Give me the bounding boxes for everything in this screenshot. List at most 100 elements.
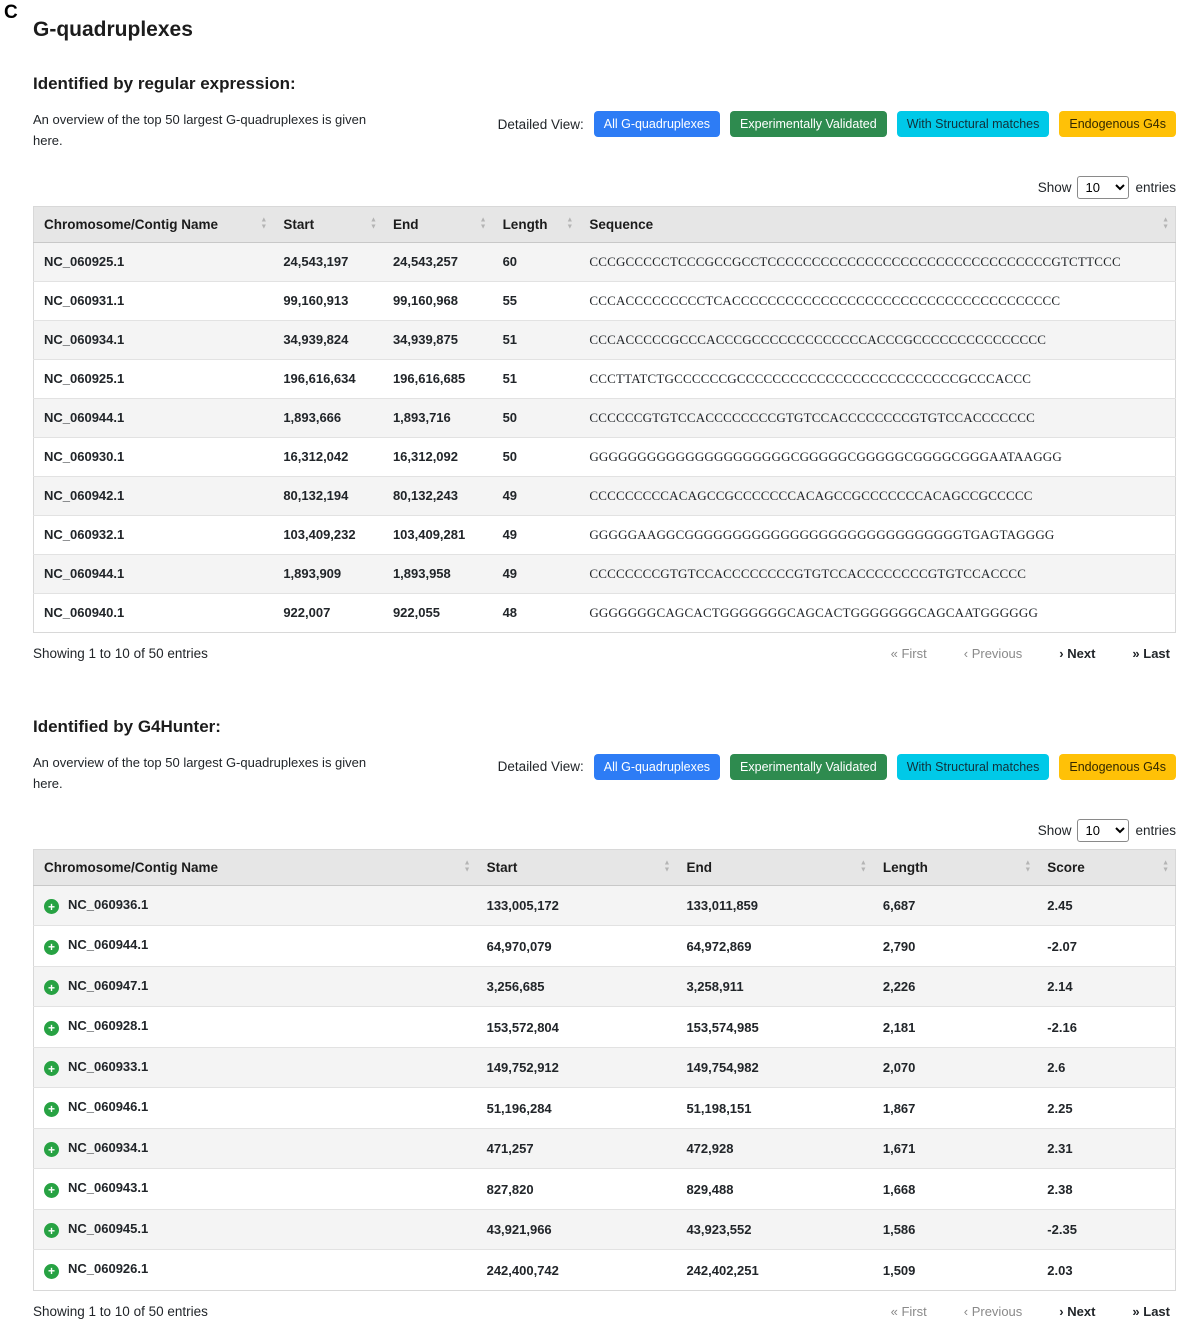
cell-chromosome-contig-name: NC_060930.1: [33, 436, 274, 477]
cell-end: 153,574,985: [676, 1006, 873, 1048]
cell-length: 1,671: [872, 1127, 1038, 1169]
cell-chromosome-contig-name: + NC_060945.1: [33, 1208, 477, 1250]
table-footer: Showing 1 to 10 of 50 entries « First ‹ P…: [33, 646, 1176, 661]
column-header-end[interactable]: End ▲ ▼: [676, 849, 873, 886]
detail-view-button-endogenous-g4s[interactable]: Endogenous G4s: [1059, 111, 1176, 137]
section-head-row: An overview of the top 50 largest G-quad…: [33, 752, 1176, 795]
cell-end: 43,923,552: [676, 1208, 873, 1250]
cell-length: 51: [492, 319, 580, 360]
sort-icon: ▲ ▼: [370, 216, 377, 231]
cell-chromosome-contig-name: NC_060931.1: [33, 280, 274, 321]
detail-view-buttons: All G-quadruplexes Experimentally Validat…: [593, 111, 1176, 137]
detail-view-button-experimentally-validated[interactable]: Experimentally Validated: [730, 753, 887, 780]
chromosome-name: NC_060932.1: [44, 527, 125, 543]
pagination-first[interactable]: « First: [890, 1303, 927, 1319]
column-header-label: Start: [283, 216, 315, 232]
cell-chromosome-contig-name: + NC_060928.1: [33, 1006, 477, 1048]
chromosome-name: NC_060928.1: [68, 1018, 149, 1034]
column-header-start[interactable]: Start ▲ ▼: [273, 206, 383, 243]
cell-chromosome-contig-name: NC_060944.1: [33, 397, 274, 438]
cell-length: 60: [492, 241, 580, 282]
column-header-start[interactable]: Start ▲ ▼: [476, 849, 677, 886]
pagination-last[interactable]: » Last: [1132, 645, 1170, 661]
expand-row-icon[interactable]: +: [44, 939, 59, 955]
pagination: « First ‹ Previous › Next » Last: [891, 646, 1176, 661]
table-row: + NC_060943.1 827,820 829,488 1,668 2.38: [33, 1168, 1176, 1210]
section-g4hunter: Identified by G4Hunter: An overview of t…: [33, 717, 1176, 1319]
table-row: + NC_060945.1 43,921,966 43,923,552 1,586 -2.…: [33, 1208, 1176, 1250]
column-header-chromosome-contig-name[interactable]: Chromosome/Contig Name ▲ ▼: [33, 849, 477, 886]
cell-length: 55: [492, 280, 580, 321]
pagination-last[interactable]: » Last: [1132, 1303, 1170, 1319]
pagination-next[interactable]: › Next: [1059, 645, 1096, 661]
cell-length: 50: [492, 436, 580, 477]
column-header-length[interactable]: Length ▲ ▼: [872, 849, 1038, 886]
detail-view-button-structural-matches[interactable]: With Structural matches: [896, 111, 1050, 137]
cell-score: -2.07: [1037, 925, 1176, 967]
cell-sequence: CCCACCCCCCCCCTCACCCCCCCCCCCCCCCCCCCCCCCC…: [579, 280, 1176, 321]
expand-row-icon[interactable]: +: [44, 980, 59, 996]
table-body: NC_060925.1 24,543,197 24,543,257 60 CCCGCCC…: [33, 241, 1176, 633]
page-size-select[interactable]: 10: [1077, 818, 1130, 842]
cell-start: 51,196,284: [476, 1087, 677, 1129]
cell-end: 472,928: [676, 1127, 873, 1169]
cell-start: 153,572,804: [476, 1006, 677, 1048]
expand-row-icon[interactable]: +: [44, 1020, 59, 1036]
table-row: NC_060925.1 196,616,634 196,616,685 51 CCCTT…: [33, 358, 1176, 399]
cell-sequence: CCCACCCCCGCCCACCCGCCCCCCCCCCCCCACCCGCCCC…: [579, 319, 1176, 360]
page-size-select[interactable]: 10: [1077, 175, 1130, 199]
chromosome-name: NC_060944.1: [68, 937, 149, 953]
panel-label: C: [4, 2, 18, 23]
sort-icon: ▲ ▼: [1024, 859, 1032, 874]
cell-chromosome-contig-name: + NC_060947.1: [33, 965, 477, 1007]
sort-icon: ▲ ▼: [463, 859, 471, 874]
cell-end: 3,258,911: [676, 965, 873, 1007]
cell-end: 99,160,968: [382, 280, 493, 321]
detail-view-button-structural-matches[interactable]: With Structural matches: [896, 753, 1050, 780]
expand-row-icon[interactable]: +: [44, 1223, 59, 1239]
expand-row-icon[interactable]: +: [44, 1101, 59, 1117]
expand-row-icon[interactable]: +: [44, 1061, 59, 1077]
pagination-first[interactable]: « First: [890, 645, 927, 661]
cell-chromosome-contig-name: + NC_060943.1: [33, 1168, 477, 1210]
column-header-label: End: [686, 859, 712, 875]
detail-view-button-experimentally-validated[interactable]: Experimentally Validated: [730, 111, 887, 137]
cell-sequence: CCCTTATCTGCCCCCCGCCCCCCCCCCCCCCCCCCCCCCC…: [579, 358, 1176, 399]
cell-score: 2.14: [1037, 965, 1176, 1007]
pagination-next[interactable]: › Next: [1059, 1303, 1096, 1319]
cell-end: 51,198,151: [676, 1087, 873, 1129]
column-header-chromosome-contig-name[interactable]: Chromosome/Contig Name ▲ ▼: [33, 206, 274, 243]
column-header-score[interactable]: Score ▲ ▼: [1037, 849, 1176, 886]
detail-view-button-endogenous-g4s[interactable]: Endogenous G4s: [1059, 753, 1176, 780]
expand-row-icon[interactable]: +: [44, 1263, 59, 1279]
pagination-previous[interactable]: ‹ Previous: [963, 645, 1023, 661]
expand-row-icon[interactable]: +: [44, 1142, 59, 1158]
cell-start: 99,160,913: [273, 280, 383, 321]
table-row: NC_060930.1 16,312,042 16,312,092 50 GGGGGGG…: [33, 436, 1176, 477]
column-header-sequence[interactable]: Sequence ▲ ▼: [579, 206, 1176, 243]
pagination: « First ‹ Previous › Next » Last: [891, 1304, 1176, 1319]
table-header-row: Chromosome/Contig Name ▲ ▼ Start ▲ ▼ End ▲ ▼ Leng…: [33, 206, 1176, 243]
column-header-label: Chromosome/Contig Name: [44, 859, 219, 875]
cell-start: 922,007: [273, 592, 383, 633]
column-header-length[interactable]: Length ▲ ▼: [492, 206, 580, 243]
cell-sequence: GGGGGAAGGCGGGGGGGGGGGGGGGGGGGGGGGGGGGGGT…: [579, 514, 1176, 555]
cell-end: 196,616,685: [382, 358, 493, 399]
detail-view-button-all-g-quadruplexes[interactable]: All G-quadruplexes: [593, 111, 721, 137]
expand-row-icon[interactable]: +: [44, 1182, 59, 1198]
chromosome-name: NC_060945.1: [68, 1220, 149, 1236]
table-row: NC_060931.1 99,160,913 99,160,968 55 CCCACCC…: [33, 280, 1176, 321]
cell-end: 80,132,243: [382, 475, 493, 516]
column-header-end[interactable]: End ▲ ▼: [382, 206, 493, 243]
cell-length: 1,586: [872, 1208, 1038, 1250]
cell-chromosome-contig-name: NC_060940.1: [33, 592, 274, 633]
pagination-previous[interactable]: ‹ Previous: [963, 1303, 1023, 1319]
expand-row-icon[interactable]: +: [44, 899, 59, 915]
cell-end: 64,972,869: [676, 925, 873, 967]
sort-icon: ▲ ▼: [1162, 216, 1169, 231]
cell-start: 34,939,824: [273, 319, 383, 360]
detailed-view-label: Detailed View:: [497, 759, 584, 775]
detail-view-button-all-g-quadruplexes[interactable]: All G-quadruplexes: [593, 753, 721, 780]
detailed-view-label: Detailed View:: [497, 116, 584, 132]
detail-view-row: Detailed View: All G-quadruplexes Experim…: [497, 753, 1176, 780]
